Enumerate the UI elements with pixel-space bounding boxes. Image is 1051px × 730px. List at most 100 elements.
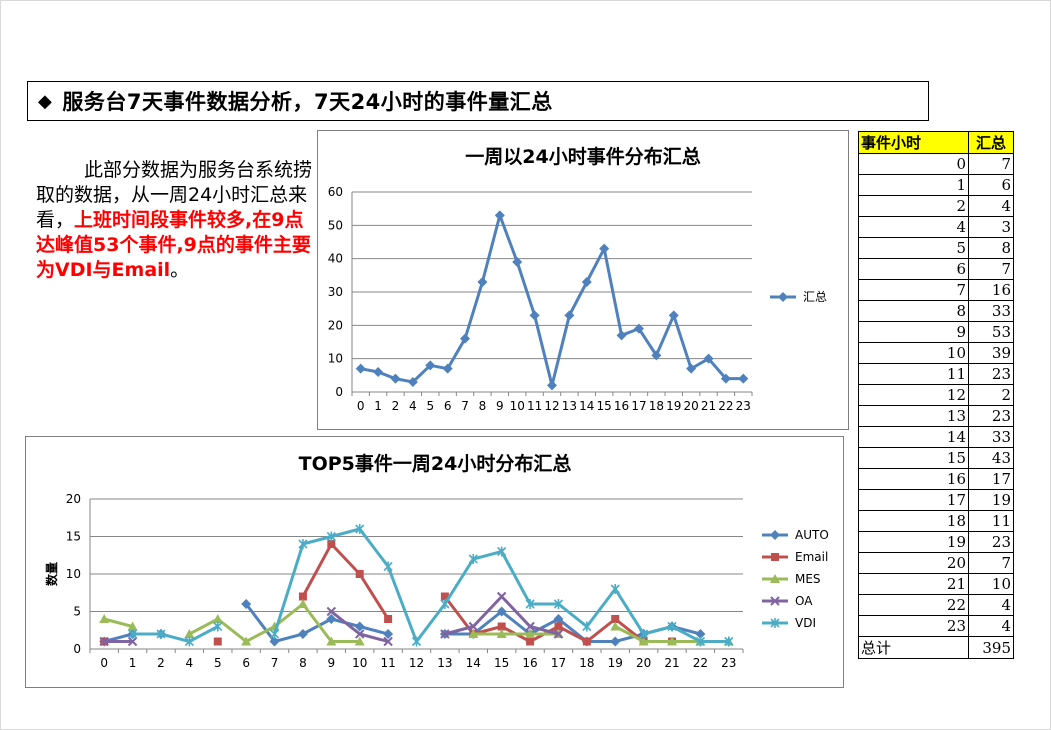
table-cell-total: 7: [968, 153, 1014, 175]
x-tick-label: 7: [271, 656, 279, 670]
data-point-VDI: [213, 621, 223, 632]
data-point-OA: [553, 629, 564, 639]
data-point-汇总: [373, 367, 384, 377]
x-tick-label: 11: [527, 399, 542, 413]
table-cell-hour: 14: [858, 426, 969, 448]
table-cell-hour: 总计: [858, 636, 969, 659]
y-tick-label: 30: [328, 285, 343, 299]
x-tick-label: 1: [374, 399, 382, 413]
page-title: ◆ 服务台7天事件数据分析，7天24小时的事件量汇总: [27, 81, 929, 121]
table-row: 10 39: [858, 342, 1014, 364]
data-point-汇总: [460, 333, 471, 344]
data-point-汇总: [529, 310, 540, 321]
x-tick-label: 16: [522, 656, 537, 670]
x-tick-label: 17: [631, 399, 646, 413]
data-point-AUTO: [610, 636, 621, 647]
y-tick-label: 20: [328, 318, 343, 332]
x-tick-label: 5: [214, 656, 222, 670]
data-point-VDI: [156, 629, 166, 639]
table-row: 20 7: [858, 552, 1014, 574]
y-axis-label: 数量: [44, 562, 59, 586]
data-point-MES: [610, 621, 621, 631]
data-point-汇总: [738, 373, 749, 384]
table-cell-total: 10: [968, 573, 1014, 595]
data-point-Email: [213, 637, 222, 646]
table-row: 22 4: [858, 594, 1014, 616]
chart-title: TOP5事件一周24小时分布汇总: [299, 452, 572, 475]
x-tick-label: 2: [392, 399, 400, 413]
data-point-MES: [127, 621, 138, 631]
data-point-MES: [525, 629, 536, 638]
data-point-MES: [212, 614, 223, 623]
x-tick-label: 8: [299, 656, 307, 670]
data-point-AUTO: [297, 629, 308, 639]
legend-marker: [778, 292, 788, 302]
y-tick-label: 50: [328, 218, 343, 232]
y-tick-label: 15: [66, 530, 81, 544]
table-cell-hour: 23: [858, 615, 969, 637]
x-tick-label: 9: [328, 656, 336, 670]
series-line-VDI: [132, 625, 219, 644]
data-point-AUTO: [269, 636, 280, 647]
table-cell-total: 43: [968, 447, 1014, 469]
data-point-AUTO: [326, 614, 337, 624]
x-tick-label: 20: [636, 656, 651, 670]
data-point-OA: [326, 606, 337, 617]
x-tick-label: 5: [426, 399, 434, 413]
x-tick-label: 21: [701, 399, 716, 413]
x-tick-label: 20: [683, 399, 698, 413]
data-point-Email: [611, 615, 620, 623]
data-point-VDI: [497, 546, 507, 557]
table-cell-hour: 事件小时: [858, 131, 969, 154]
table-cell-hour: 9: [858, 321, 969, 343]
data-point-VDI: [525, 599, 535, 609]
table-cell-total: 8: [968, 237, 1014, 259]
table-cell-total: 23: [968, 363, 1014, 385]
data-point-VDI: [298, 539, 308, 549]
data-point-OA: [127, 636, 138, 647]
x-tick-label: 6: [242, 656, 250, 670]
data-point-Email: [526, 637, 535, 646]
data-point-汇总: [547, 380, 557, 391]
data-point-汇总: [390, 373, 401, 384]
table-row: 8 33: [858, 300, 1014, 322]
table-cell-hour: 13: [858, 405, 969, 427]
hourly-summary-table: 事件小时 汇总 0 7 1 6 2 4 4 3 5 8 6 7 7 16 8 33 9 53 10 39 11 23 12 2 13…: [858, 131, 1014, 659]
table-row: 23 4: [858, 615, 1014, 637]
data-point-Email: [355, 570, 364, 578]
x-tick-label: 11: [380, 656, 395, 670]
data-point-AUTO: [496, 606, 507, 617]
table-row: 13 23: [858, 405, 1014, 427]
x-tick-label: 6: [444, 399, 452, 413]
data-point-AUTO: [695, 629, 706, 639]
table-total-row: 总计 395: [858, 636, 1014, 659]
series-line-MES: [103, 617, 133, 628]
data-point-MES: [241, 636, 252, 646]
data-point-Email: [298, 592, 307, 601]
x-tick-label: 23: [721, 656, 736, 670]
x-tick-label: 19: [608, 656, 623, 670]
table-cell-hour: 0: [858, 153, 969, 175]
data-point-MES: [297, 599, 308, 608]
table-row: 18 11: [858, 510, 1014, 532]
table-cell-total: 23: [968, 531, 1014, 553]
table-cell-hour: 4: [858, 216, 969, 238]
data-point-MES: [99, 614, 110, 623]
x-tick-label: 7: [461, 399, 469, 413]
x-tick-label: 12: [544, 399, 559, 413]
data-point-VDI: [326, 531, 336, 542]
table-cell-hour: 15: [858, 447, 969, 469]
data-point-VDI: [269, 629, 280, 639]
table-cell-total: 3: [968, 216, 1014, 238]
y-tick-label: 10: [66, 567, 81, 581]
data-point-汇总: [616, 330, 627, 341]
table-cell-total: 23: [968, 405, 1014, 427]
data-point-Email: [327, 540, 336, 548]
table-cell-hour: 8: [858, 300, 969, 322]
data-point-VDI: [553, 599, 564, 609]
x-tick-label: 15: [494, 656, 509, 670]
table-cell-hour: 6: [858, 258, 969, 280]
